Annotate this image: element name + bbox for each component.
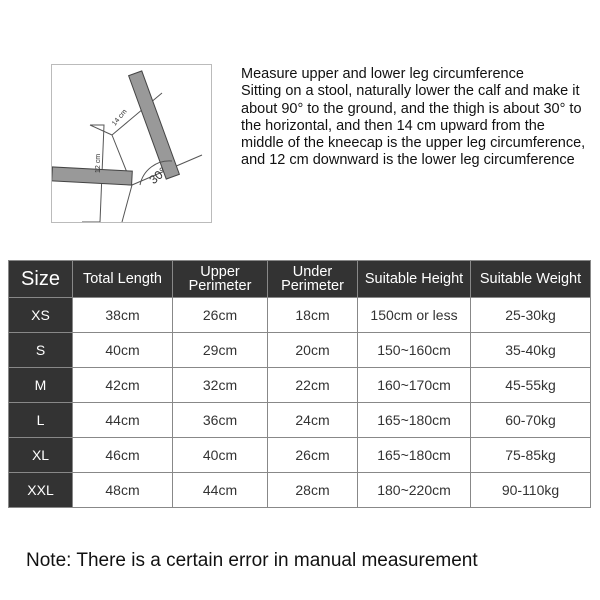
table-cell: 165~180cm xyxy=(357,402,471,438)
table-cell: 26cm xyxy=(172,297,268,333)
table-cell: 40cm xyxy=(72,332,173,368)
table-cell: 90-110kg xyxy=(470,472,591,508)
table-cell: 160~170cm xyxy=(357,367,471,403)
table-cell: 35-40kg xyxy=(470,332,591,368)
table-cell: 26cm xyxy=(267,437,358,473)
table-cell: 40cm xyxy=(172,437,268,473)
table-cell: 24cm xyxy=(267,402,358,438)
table-cell: 18cm xyxy=(267,297,358,333)
table-row: M 42cm 32cm 22cm 160~170cm 45-55kg xyxy=(8,367,591,403)
measurement-note: Note: There is a certain error in manual… xyxy=(26,550,478,571)
table-row: XS 38cm 26cm 18cm 150cm or less 25-30kg xyxy=(8,297,591,333)
table-header-row: Size Total Length Upper Perimeter Under … xyxy=(8,260,591,298)
header-suitable-height: Suitable Height xyxy=(357,260,471,298)
table-cell: 36cm xyxy=(172,402,268,438)
header-upper-perimeter: Upper Perimeter xyxy=(172,260,268,298)
size-cell: S xyxy=(8,332,73,368)
table-cell: 32cm xyxy=(172,367,268,403)
table-row: XL 46cm 40cm 26cm 165~180cm 75-85kg xyxy=(8,437,591,473)
size-cell: XL xyxy=(8,437,73,473)
instruction-title: Measure upper and lower leg circumferenc… xyxy=(241,66,524,82)
table-cell: 44cm xyxy=(72,402,173,438)
table-row: L 44cm 36cm 24cm 165~180cm 60-70kg xyxy=(8,402,591,438)
header-under-perimeter: Under Perimeter xyxy=(267,260,358,298)
table-cell: 45-55kg xyxy=(470,367,591,403)
table-cell: 28cm xyxy=(267,472,358,508)
table-row: S 40cm 29cm 20cm 150~160cm 35-40kg xyxy=(8,332,591,368)
table-cell: 150cm or less xyxy=(357,297,471,333)
size-cell: XXL xyxy=(8,472,73,508)
table-cell: 44cm xyxy=(172,472,268,508)
header-suitable-weight: Suitable Weight xyxy=(470,260,591,298)
table-cell: 180~220cm xyxy=(357,472,471,508)
knee-measurement-illustration: 30° 14 cm 12 cm xyxy=(51,64,212,223)
size-cell: M xyxy=(8,367,73,403)
measurement-instructions: Measure upper and lower leg circumferenc… xyxy=(241,66,586,170)
table-cell: 48cm xyxy=(72,472,173,508)
table-cell: 46cm xyxy=(72,437,173,473)
size-chart-table: Size Total Length Upper Perimeter Under … xyxy=(8,260,591,508)
table-cell: 42cm xyxy=(72,367,173,403)
table-cell: 165~180cm xyxy=(357,437,471,473)
table-cell: 29cm xyxy=(172,332,268,368)
table-cell: 25-30kg xyxy=(470,297,591,333)
table-cell: 60-70kg xyxy=(470,402,591,438)
table-cell: 22cm xyxy=(267,367,358,403)
table-cell: 38cm xyxy=(72,297,173,333)
table-cell: 150~160cm xyxy=(357,332,471,368)
instruction-body: Sitting on a stool, naturally lower the … xyxy=(241,83,586,169)
table-cell: 20cm xyxy=(267,332,358,368)
size-cell: XS xyxy=(8,297,73,333)
size-cell: L xyxy=(8,402,73,438)
header-size: Size xyxy=(8,260,73,298)
table-row: XXL 48cm 44cm 28cm 180~220cm 90-110kg xyxy=(8,472,591,508)
lower-distance-label: 12 cm xyxy=(95,154,102,173)
table-cell: 75-85kg xyxy=(470,437,591,473)
header-total-length: Total Length xyxy=(72,260,173,298)
upper-distance-label: 14 cm xyxy=(111,108,129,127)
